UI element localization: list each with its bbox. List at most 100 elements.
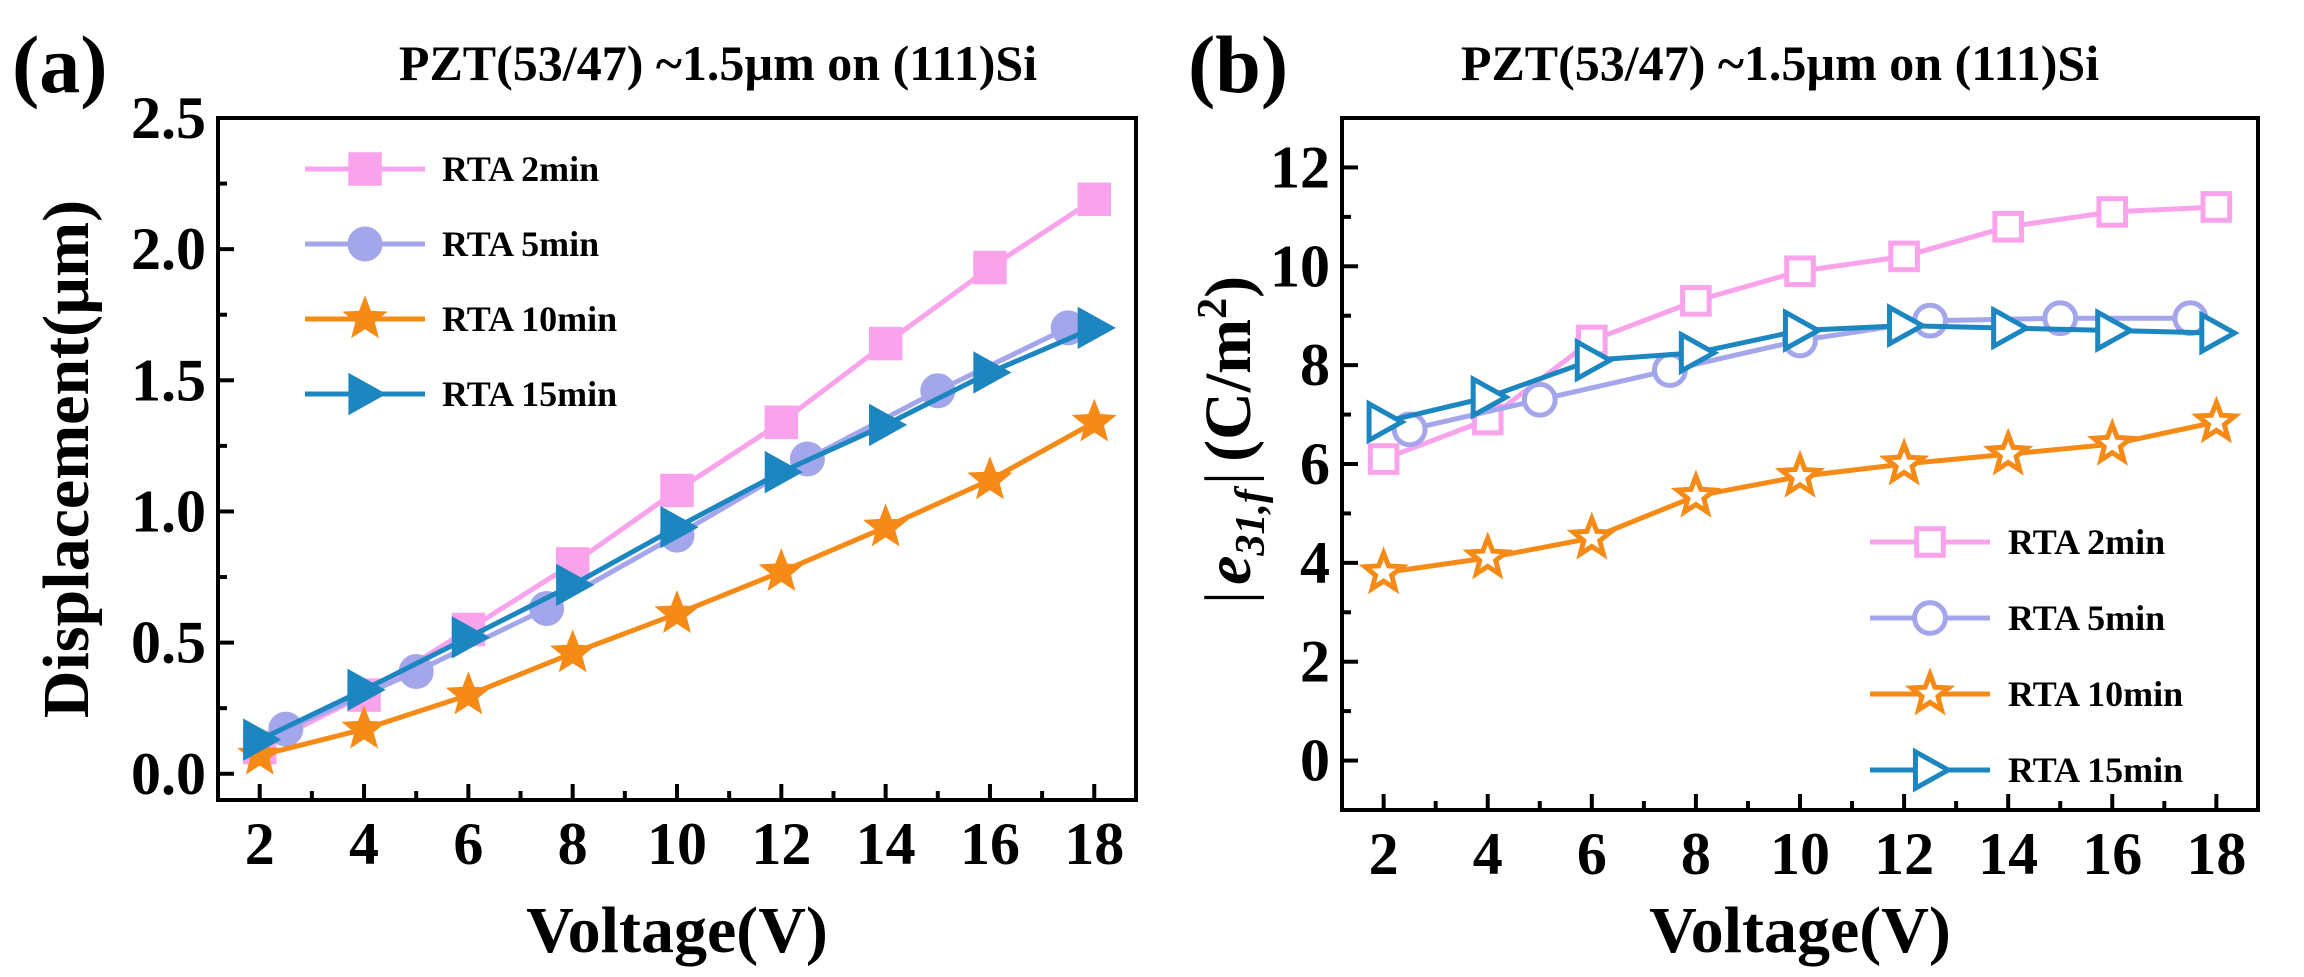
panel-b-data-point — [2095, 308, 2136, 353]
panel-b-legend-label: RTA 15min — [2008, 750, 2183, 790]
panel-a-y-tick-label: 2.5 — [131, 85, 206, 151]
panel-b-data-point — [2042, 300, 2079, 337]
panel-b-data-point — [1680, 285, 1712, 317]
panel-b-data-point — [2096, 196, 2129, 228]
panel-b-data-point — [1566, 511, 1618, 560]
panel-a-legend-label: RTA 15min — [442, 374, 617, 414]
panel-a-y-tick-labels: 0.0 0.5 1.0 1.5 2.0 2.5 — [131, 85, 206, 807]
panel-b-legend-label: RTA 10min — [2008, 674, 2183, 714]
panel-a-legend-label: RTA 2min — [442, 149, 599, 189]
panel-a-legend-label: RTA 5min — [442, 224, 599, 264]
panel-b-data-point — [1784, 255, 1816, 288]
panel-a-y-axis-title: Displacement(µm) — [30, 200, 103, 718]
panel-a-data-point — [243, 718, 282, 761]
panel-a-data-point — [654, 590, 700, 634]
panel-a-data-point — [863, 503, 909, 547]
panel-a-data-point — [967, 456, 1013, 500]
panel-b-y-tick-labels: 0 2 4 6 8 10 12 — [1270, 134, 1330, 793]
panel-a-label: (a) — [12, 19, 108, 110]
panel-b-x-tick-label: 12 — [1874, 821, 1934, 887]
panel-b-y-axis-title-bar-close: | — [1192, 472, 1265, 485]
panel-a-x-tick-label: 8 — [558, 811, 588, 877]
panel-b-x-tick-label: 4 — [1473, 821, 1503, 887]
panel-b-y-axis-title-subscript: 31,f — [1228, 485, 1274, 557]
panel-b-data-point — [1774, 449, 1826, 498]
panel-a-y-tick-label: 1.0 — [131, 478, 206, 544]
panel-a-data-point — [869, 403, 908, 447]
panel-b-x-tick-label: 10 — [1770, 821, 1830, 887]
panel-a-y-tick-label: 2.0 — [131, 216, 206, 282]
panel-b-data-point — [2200, 191, 2233, 223]
panel-a-data-point — [1077, 306, 1116, 350]
panel-b-legend: RTA 2min RTA 5min RTA 10min RTA 15min — [1870, 522, 2183, 793]
panel-b-data-point — [1470, 374, 1512, 420]
panel-b-data-point — [1358, 546, 1409, 595]
panel-a-data-point — [445, 671, 491, 715]
panel-b-y-tick-label: 4 — [1300, 530, 1330, 596]
panel-b-ticks — [1342, 165, 2219, 810]
panel-b-y-axis-title-unit: (C/m — [1192, 319, 1265, 462]
panel-b-y-axis-title: |e31,f|(C/m2) — [1190, 276, 1274, 604]
panel-a-data-point — [758, 548, 804, 592]
panel-a-data-point — [660, 473, 694, 508]
panel-a-ticks — [218, 116, 1097, 800]
panel-b-series — [1358, 191, 2242, 595]
panel-a-data-point — [660, 506, 699, 549]
panel-a-series-3 — [237, 398, 1117, 775]
panel-a-x-axis-title: Voltage(V) — [526, 894, 828, 967]
panel-b-legend-swatch-marker — [1912, 600, 1948, 636]
panel-a-x-tick-label: 10 — [647, 811, 707, 877]
panel-b-label: (b) — [1188, 19, 1288, 110]
panel-b-data-point — [2199, 310, 2240, 356]
panel-b-data-point — [1887, 303, 1928, 349]
panel-a-data-point — [1071, 398, 1117, 442]
panel-b-data-point — [2086, 417, 2138, 466]
panel-a-data-point — [556, 563, 595, 607]
panel-b-y-axis-title-symbol: e — [1192, 556, 1265, 585]
panel-a-legend-swatch-marker — [348, 152, 382, 186]
panel-b-x-tick-label: 16 — [2082, 821, 2142, 887]
panel-b-data-point — [1991, 305, 2032, 351]
panel-b-x-tick-label: 18 — [2186, 821, 2246, 887]
panel-a: (a) PZT(53/47) ~1.5µm on (111)Si 2 4 6 8… — [12, 19, 1138, 967]
panel-b-series-4 — [1366, 303, 2240, 445]
panel-b-data-point — [1888, 240, 1920, 273]
panel-b-data-point — [1574, 337, 1616, 383]
panel-b-y-tick-label: 6 — [1300, 431, 1330, 497]
panel-b-data-point — [1992, 210, 2024, 243]
panel-b-y-axis-title-unit-close: ) — [1192, 276, 1265, 298]
panel-b-title: PZT(53/47) ~1.5µm on (111)Si — [1461, 35, 2099, 91]
panel-a-data-point — [973, 351, 1012, 394]
panel-a-data-point — [550, 629, 596, 673]
panel-a-x-tick-label: 14 — [856, 811, 916, 877]
panel-a-x-tick-label: 2 — [245, 811, 275, 877]
panel-a-data-point — [764, 405, 799, 440]
panel-b-legend-swatch-marker — [1914, 526, 1946, 558]
panel-a-y-tick-label: 0.0 — [131, 741, 206, 807]
panel-b-y-tick-label: 12 — [1270, 134, 1330, 200]
panel-a-series — [237, 182, 1117, 775]
panel-a-data-point — [1077, 182, 1112, 217]
panel-b-data-point — [1367, 443, 1400, 475]
panel-b-data-point — [2191, 395, 2242, 444]
panel-b-series-3 — [1358, 395, 2242, 595]
panel-a-data-point — [341, 705, 387, 749]
panel-a-x-tick-label: 12 — [751, 811, 811, 877]
panel-a-x-tick-label: 6 — [453, 811, 483, 877]
panel-b-x-tick-label: 2 — [1369, 821, 1399, 887]
panel-b-data-point — [1878, 437, 1930, 486]
panel-a-data-point — [347, 668, 386, 712]
panel-b-x-tick-label: 6 — [1577, 821, 1607, 887]
panel-a-legend: RTA 2min RTA 5min RTA 10min RTA 15min — [305, 149, 617, 416]
panel-b-data-point — [1912, 302, 1949, 339]
panel-b-data-point — [1670, 469, 1722, 518]
panel-b-x-tick-label: 14 — [1978, 821, 2038, 887]
panel-a-data-point — [868, 326, 903, 361]
panel-b-legend-label: RTA 5min — [2008, 598, 2165, 638]
panel-a-y-tick-label: 1.5 — [131, 347, 206, 413]
panel-b-legend-swatch-marker — [1912, 747, 1954, 793]
panel-a-x-tick-label: 16 — [960, 811, 1020, 877]
panel-b: (b) PZT(53/47) ~1.5µm on (111)Si 2 4 6 8… — [1188, 19, 2260, 967]
panel-b-legend-label: RTA 2min — [2008, 522, 2165, 562]
